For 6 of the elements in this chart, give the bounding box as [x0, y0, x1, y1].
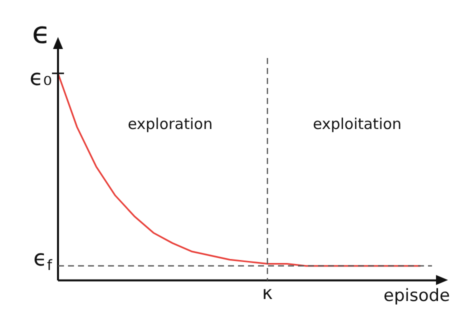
annotation: exploitation: [312, 115, 402, 134]
text: ϵ₀: [30, 66, 52, 92]
y-axis-title: ϵ: [32, 16, 50, 51]
x-axis-title: episode: [384, 286, 450, 306]
text: κ: [262, 283, 274, 304]
annotation: exploration: [128, 115, 213, 134]
